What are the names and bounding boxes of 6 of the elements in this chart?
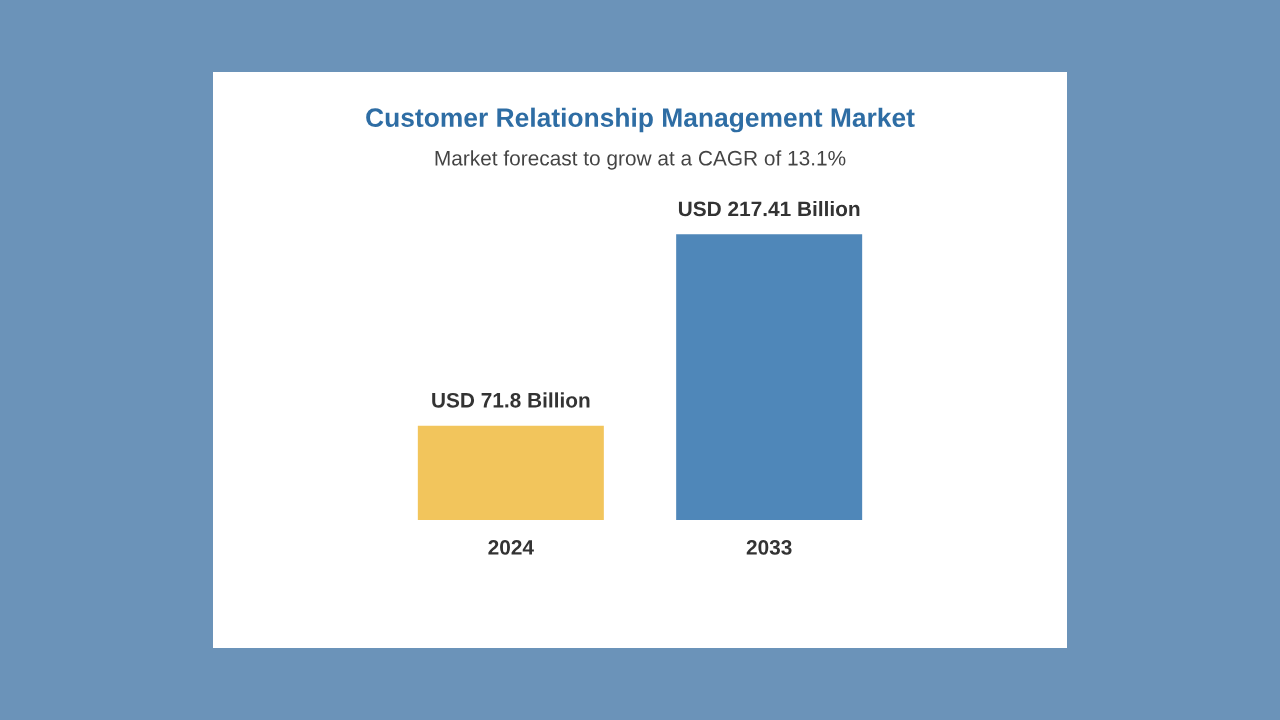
x-tick-label: 2024: [488, 539, 534, 555]
data-label: USD 71.8 Billion: [432, 392, 590, 408]
chart-title: Customer Relationship Management Market: [366, 107, 915, 133]
chart-subtitle: Market forecast to grow at a CAGR of 13.1%: [435, 150, 846, 170]
x-tick-label: 2033: [746, 539, 792, 555]
data-label: USD 217.41 Billion: [678, 200, 860, 217]
